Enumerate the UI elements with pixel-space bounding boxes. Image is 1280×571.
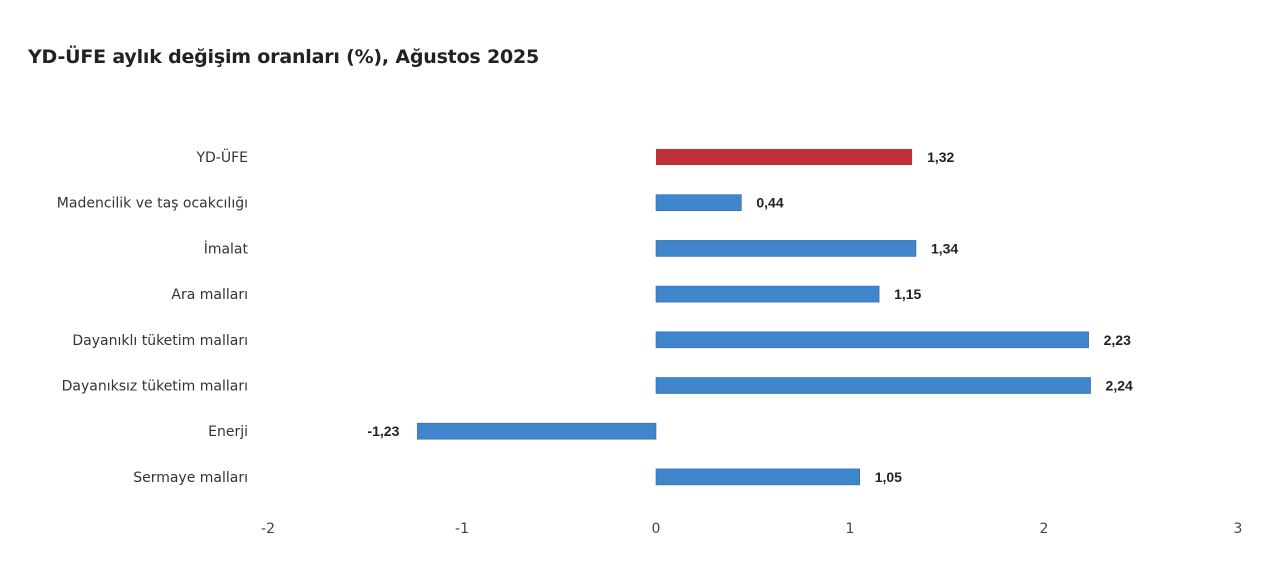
x-tick-label: 3 (1234, 521, 1243, 537)
category-label-yd-ufe: YD-ÜFE (195, 148, 248, 166)
value-label-yd-ufe: 1,32 (927, 149, 954, 165)
value-label-dayanikli-tuketim-mallari: 2,23 (1104, 332, 1131, 348)
category-label-sermaye-mallari: Sermaye malları (133, 470, 248, 486)
value-label-sermaye-mallari: 1,05 (875, 469, 902, 485)
value-label-enerji: -1,23 (367, 423, 399, 439)
category-label-ara-mallari: Ara malları (171, 287, 248, 303)
value-label-ara-mallari: 1,15 (894, 286, 921, 302)
bar-dayaniksiz-tuketim-mallari (655, 377, 1091, 394)
bar-enerji (417, 422, 657, 440)
x-tick-label: -1 (455, 521, 469, 537)
category-label-imalat: İmalat (204, 239, 249, 257)
bar-ara-mallari (655, 285, 880, 303)
category-label-enerji: Enerji (208, 424, 248, 440)
value-label-madencilik-ve-tas-ocakciligi: 0,44 (756, 195, 783, 211)
category-label-dayanikli-tuketim-mallari: Dayanıklı tüketim malları (72, 333, 248, 349)
bar-madencilik-ve-tas-ocakciligi (655, 194, 742, 211)
x-tick-label: 1 (846, 521, 855, 537)
bar-sermaye-mallari (655, 468, 860, 486)
category-label-dayaniksiz-tuketim-mallari: Dayanıksız tüketim malları (62, 379, 248, 395)
bar-imalat (655, 240, 917, 257)
category-label-madencilik-ve-tas-ocakciligi: Madencilik ve taş ocakcılığı (57, 196, 248, 212)
value-label-dayaniksiz-tuketim-mallari: 2,24 (1106, 378, 1133, 394)
value-label-imalat: 1,34 (931, 240, 958, 256)
x-tick-label: 2 (1040, 521, 1049, 537)
bar-dayanikli-tuketim-mallari (655, 331, 1089, 349)
x-tick-label: -2 (261, 521, 275, 537)
bar-yd-ufe (656, 149, 913, 165)
x-tick-label: 0 (652, 521, 661, 537)
chart-title: YD-ÜFE aylık değişim oranları (%), Ağust… (28, 46, 540, 68)
